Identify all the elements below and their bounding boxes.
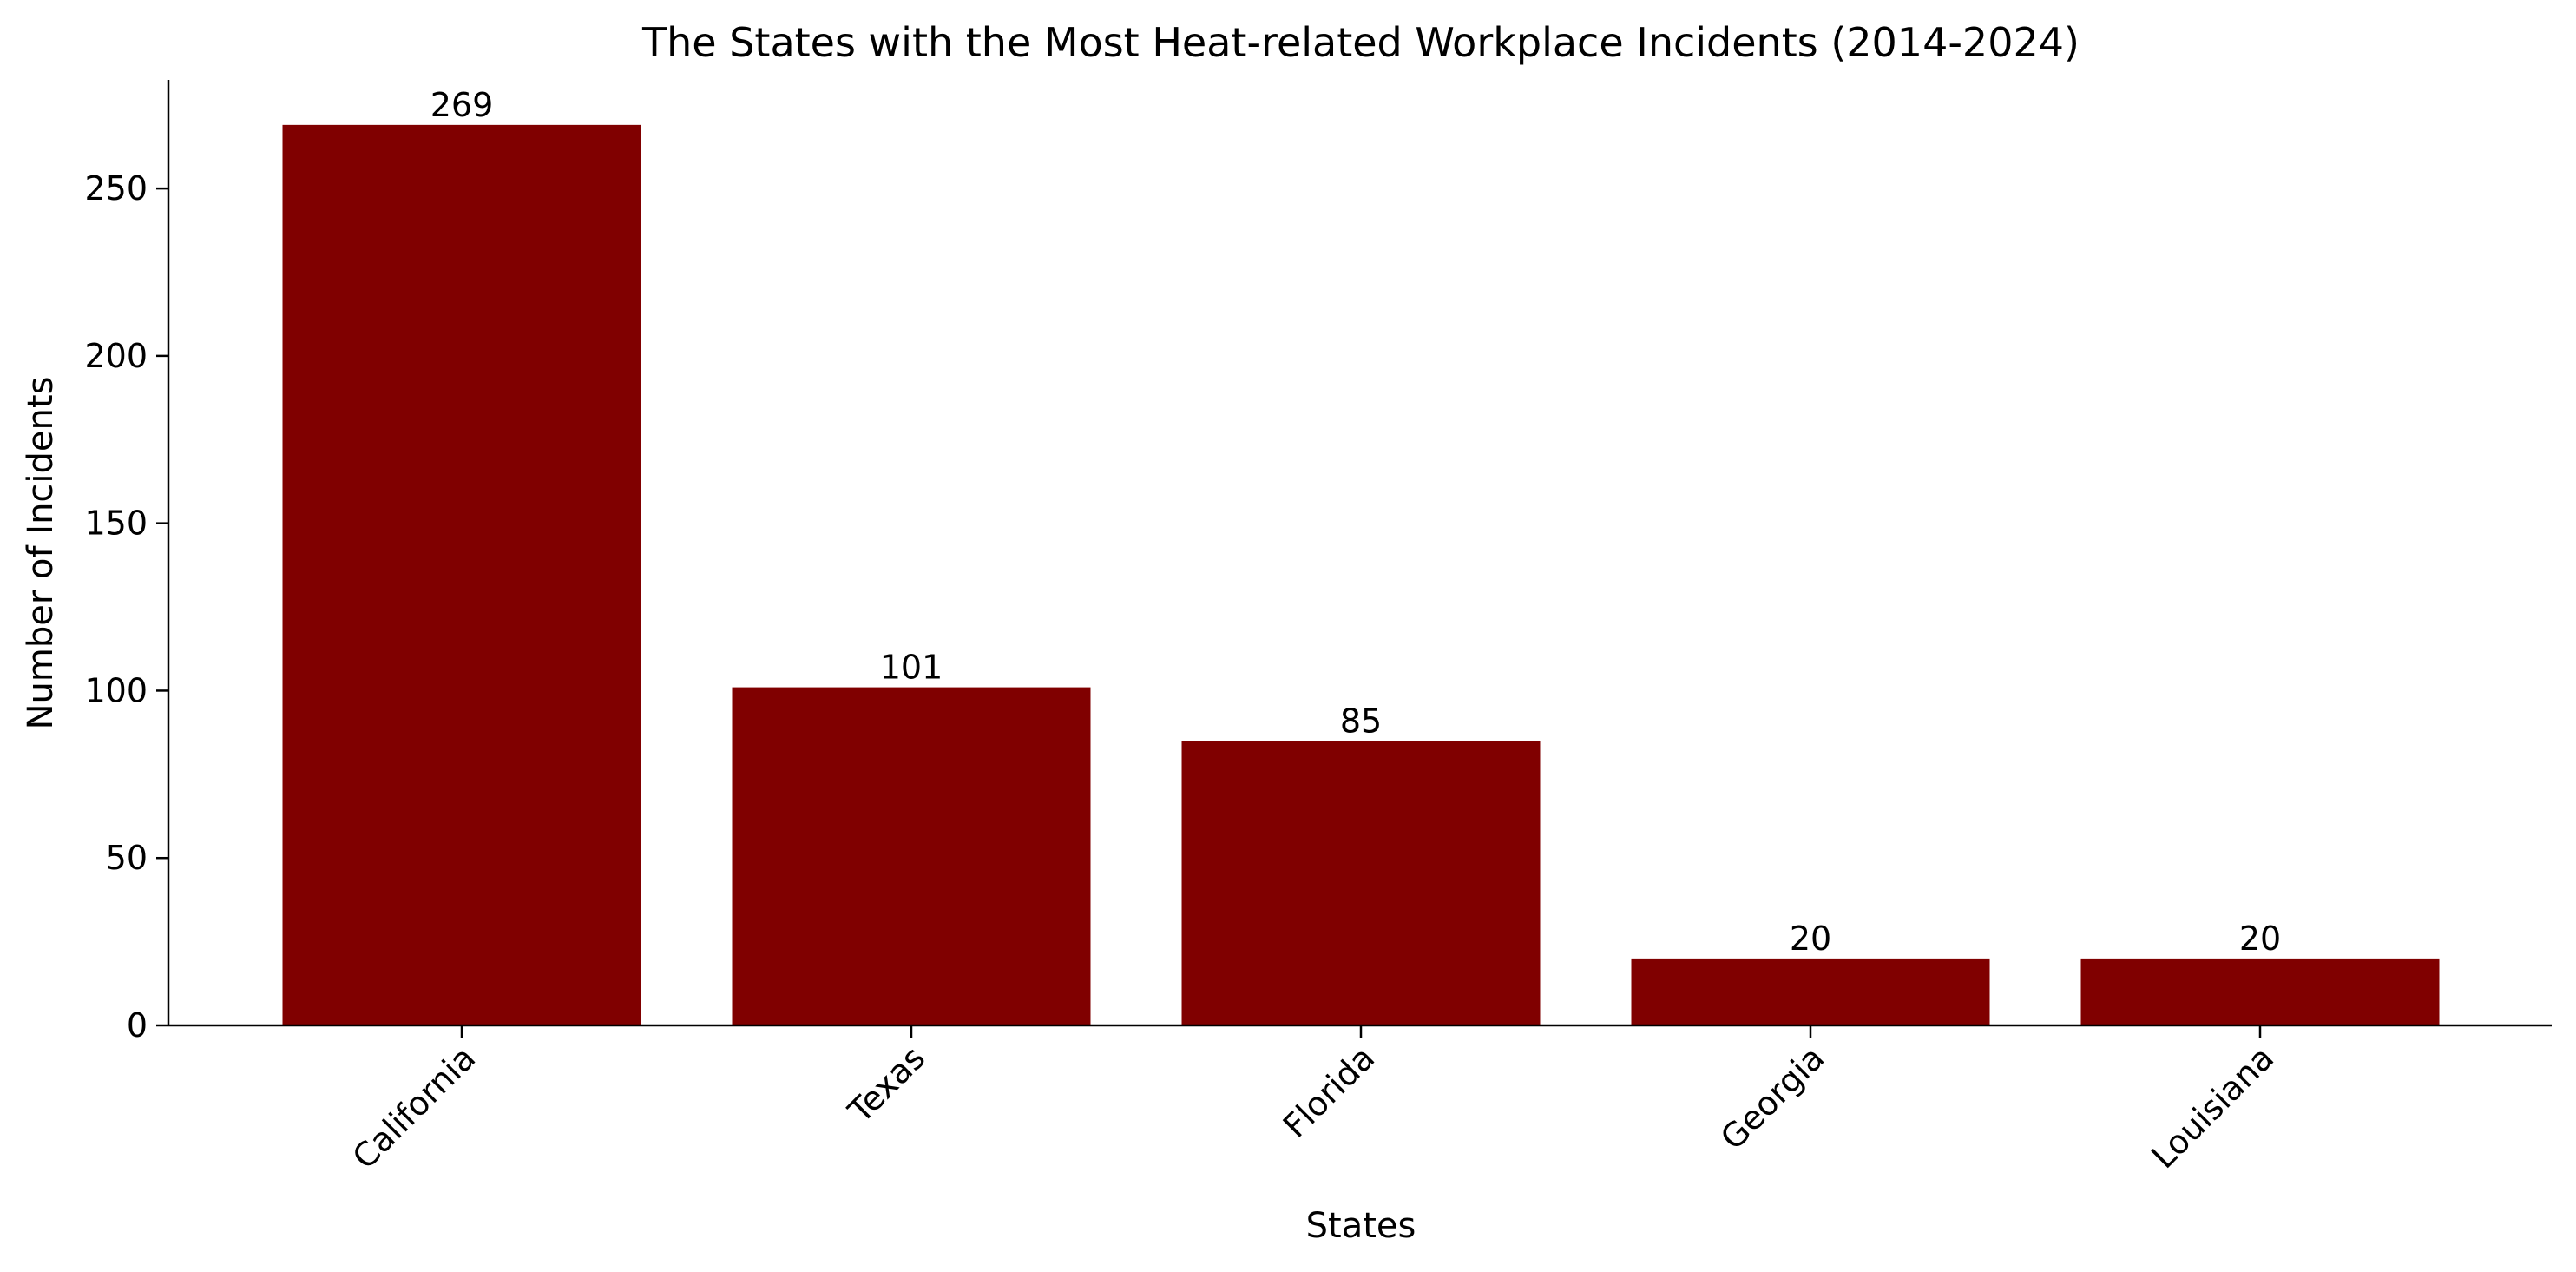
- y-axis-label: Number of Incidents: [21, 377, 61, 730]
- bar-louisiana: [2080, 958, 2440, 1025]
- x-axis-label: States: [1306, 1206, 1416, 1246]
- x-tick-label-georgia: Georgia: [1713, 1038, 1831, 1157]
- bar-florida: [1181, 741, 1541, 1025]
- y-tick-label: 100: [84, 671, 148, 709]
- data-label-florida: 85: [1340, 702, 1382, 740]
- data-label-california: 269: [430, 86, 494, 124]
- x-axis: California Texas Florida Georgia Louisiana: [168, 1024, 2552, 1176]
- x-tick-label-louisiana: Louisiana: [2144, 1038, 2281, 1176]
- data-labels-group: 269 101 85 20 20: [430, 86, 2281, 958]
- x-tick-label-texas: Texas: [840, 1038, 932, 1130]
- y-tick-label: 250: [84, 169, 148, 208]
- data-label-texas: 101: [880, 649, 943, 687]
- y-tick-label: 200: [84, 337, 148, 375]
- x-tick-label-florida: Florida: [1276, 1038, 1383, 1145]
- data-label-georgia: 20: [1790, 919, 1831, 958]
- bar-georgia: [1631, 958, 1990, 1025]
- y-tick-label: 0: [127, 1006, 148, 1045]
- bars-group: [282, 124, 2440, 1025]
- y-tick-label: 50: [106, 839, 148, 877]
- chart-title: The States with the Most Heat-related Wo…: [641, 19, 2080, 66]
- bar-texas: [732, 687, 1091, 1025]
- y-tick-label: 150: [84, 504, 148, 543]
- y-axis: 0 50 100 150 200 250: [84, 80, 170, 1045]
- bar-california: [282, 124, 641, 1025]
- data-label-louisiana: 20: [2239, 919, 2281, 958]
- x-tick-label-california: California: [345, 1038, 483, 1176]
